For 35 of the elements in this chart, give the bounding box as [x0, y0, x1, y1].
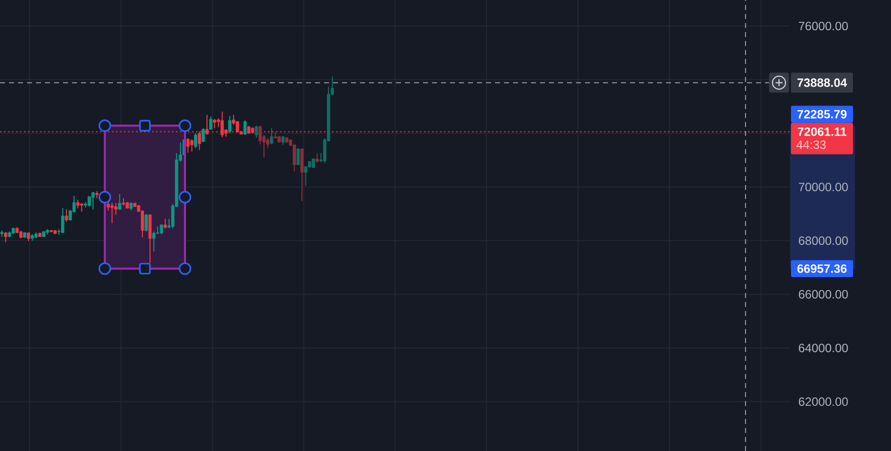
candlestick: [228, 115, 232, 134]
candlestick: [186, 138, 190, 154]
y-tick-label: 68000.00: [798, 236, 848, 245]
candlestick: [110, 202, 114, 224]
candlestick: [243, 120, 247, 136]
candlestick: [254, 125, 258, 138]
candlestick: [194, 132, 198, 149]
y-tick-label: 64000.00: [798, 344, 848, 352]
candlestick: [160, 224, 164, 234]
candlestick: [88, 195, 91, 208]
text: 44:33: [796, 140, 826, 149]
candlestick: [64, 208, 68, 222]
candlestick: [4, 232, 8, 243]
candlestick: [296, 148, 300, 166]
y-tick-label: 66000.00: [798, 290, 848, 299]
y-tick-label: 62000.00: [798, 397, 848, 406]
candlestick: [61, 207, 64, 234]
y-tick-label: 70000.00: [798, 182, 848, 192]
candlestick: [213, 118, 216, 129]
candlestick: [118, 193, 122, 210]
candlestick: [202, 128, 205, 142]
candlestick: [316, 152, 319, 163]
ref-line-label: 73888.04: [798, 78, 847, 87]
candlestick: [144, 213, 148, 232]
ref-line-label: 72061.11: [798, 127, 846, 136]
candlestick: [91, 191, 95, 210]
y-tick-label: 76000.00: [798, 22, 848, 30]
candlestick: [164, 218, 167, 229]
candlestick: [270, 128, 274, 145]
text: 72285.79: [798, 110, 847, 118]
text: 66957.36: [797, 264, 847, 273]
candlestick: [190, 138, 194, 152]
candlestick: [148, 214, 152, 264]
candlestick: [300, 148, 304, 202]
candlestick: [209, 116, 212, 130]
